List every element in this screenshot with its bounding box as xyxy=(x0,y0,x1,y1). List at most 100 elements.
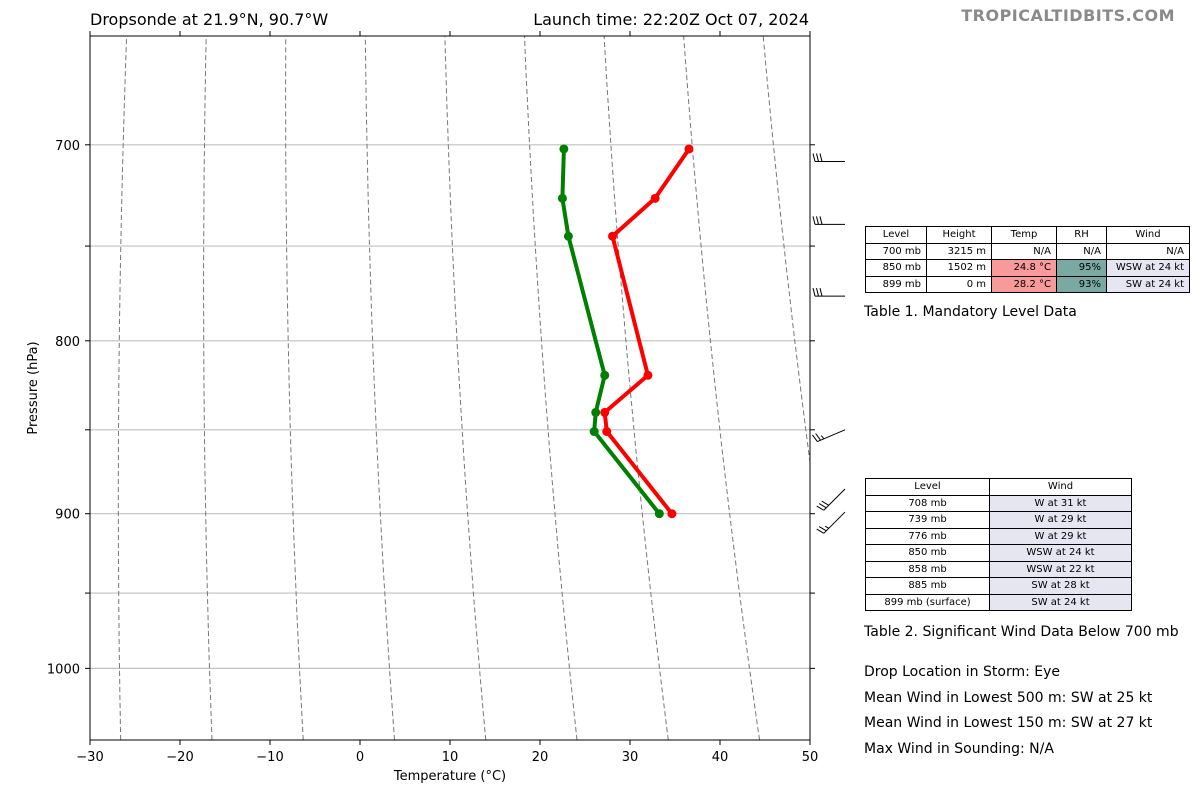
skew-t-chart: −30 −20 −10 0 10 20 30 40 50 700 800 900 1000 Temper… xyxy=(26,31,846,784)
x-tick-label: 30 xyxy=(622,750,639,765)
table-cell-level: 850 mb xyxy=(865,259,927,277)
table-cell-level: 899 mb (surface) xyxy=(865,593,990,611)
table-header-cell: RH xyxy=(1056,226,1107,244)
x-tick-label: 0 xyxy=(356,750,364,765)
wind-barb-staff xyxy=(823,511,846,534)
table-header-row: Level Height Temp RH Wind xyxy=(865,226,1190,244)
wind-barb xyxy=(816,488,846,511)
profile-point-0 xyxy=(602,427,612,437)
x-tick-label: 50 xyxy=(802,750,819,765)
table-cell-wind: SW at 28 kt xyxy=(989,577,1132,595)
table-cell-wind: W at 29 kt xyxy=(989,511,1132,529)
profile-point-1 xyxy=(559,144,569,154)
mean-wind-150m-text: Mean Wind in Lowest 150 m: SW at 27 kt xyxy=(864,715,1153,731)
x-tick-label: −20 xyxy=(166,750,193,765)
table-header-cell: Height xyxy=(926,226,992,244)
y-axis-label: Pressure (hPa) xyxy=(26,341,41,434)
dry-adiabats xyxy=(117,36,810,740)
site-watermark: TROPICALTIDBITS.COM xyxy=(961,6,1175,25)
profile-point-0 xyxy=(667,509,677,519)
table-header-cell: Temp xyxy=(991,226,1057,244)
table-row: 899 mb 0 m 28.2 °C 93% SW at 24 kt xyxy=(865,275,1190,293)
wind-barb-staff xyxy=(823,488,846,511)
wind-barb-flag xyxy=(812,216,816,225)
table2-caption: Table 2. Significant Wind Data Below 700… xyxy=(864,624,1179,640)
table-cell-wind: WSW at 24 kt xyxy=(1106,259,1190,277)
wind-barb-flag xyxy=(816,153,819,162)
plot-frame xyxy=(89,35,811,741)
table-cell-rh: N/A xyxy=(1056,242,1107,260)
wind-barb-half-flag xyxy=(820,435,825,440)
sounding-profiles xyxy=(557,144,694,519)
wind-barb xyxy=(816,511,846,534)
wind-barb-flag xyxy=(819,153,823,162)
dry-adiabat-40 xyxy=(683,36,761,740)
table-row: 739 mb W at 29 kt xyxy=(865,511,1132,529)
y-tick-label: 1000 xyxy=(47,662,80,677)
profile-point-1 xyxy=(591,407,601,417)
profile-point-1 xyxy=(600,370,610,380)
table-cell-rh: 95% xyxy=(1056,259,1107,277)
dry-adiabat--20 xyxy=(203,36,213,740)
dry-adiabat-0 xyxy=(364,36,395,740)
table-row: 850 mb WSW at 24 kt xyxy=(865,544,1132,562)
dry-adiabat-20 xyxy=(524,36,578,740)
table-cell-wind: N/A xyxy=(1106,242,1190,260)
dry-adiabat-50 xyxy=(762,36,810,466)
table-row: 899 mb (surface) SW at 24 kt xyxy=(865,593,1132,611)
profile-point-0 xyxy=(643,370,653,380)
drop-location-text: Drop Location in Storm: Eye xyxy=(864,664,1061,680)
table-cell-level: 899 mb xyxy=(865,275,927,293)
wind-barb-flag xyxy=(812,434,818,442)
chart-title-location: Dropsonde at 21.9°N, 90.7°W xyxy=(90,10,329,29)
table-cell-height: 1502 m xyxy=(926,259,992,277)
table-row: 858 mb WSW at 22 kt xyxy=(865,560,1132,578)
table1-caption: Table 1. Mandatory Level Data xyxy=(864,304,1077,320)
profile-point-1 xyxy=(589,427,599,437)
profile-point-0 xyxy=(608,231,618,241)
profile-point-1 xyxy=(557,193,567,203)
table-cell-wind: WSW at 22 kt xyxy=(989,560,1132,578)
wind-barb-flag xyxy=(816,216,819,225)
x-tick-label: 10 xyxy=(442,750,459,765)
table-cell-level: 776 mb xyxy=(865,527,990,545)
x-tick-label: −10 xyxy=(256,750,283,765)
y-tick-label: 900 xyxy=(55,508,80,523)
table-row: 776 mb W at 29 kt xyxy=(865,527,1132,545)
max-wind-text: Max Wind in Sounding: N/A xyxy=(864,741,1054,757)
wind-barb xyxy=(812,153,845,162)
table-cell-rh: 93% xyxy=(1056,275,1107,293)
chart-title-launch-time: Launch time: 22:20Z Oct 07, 2024 xyxy=(533,10,809,29)
table-cell-wind: W at 29 kt xyxy=(989,527,1132,545)
table-header-cell: Level xyxy=(865,478,990,496)
mean-wind-500m-text: Mean Wind in Lowest 500 m: SW at 25 kt xyxy=(864,690,1153,706)
wind-barb-flag xyxy=(812,153,816,162)
table-row: 885 mb SW at 28 kt xyxy=(865,577,1132,595)
table-cell-level: 850 mb xyxy=(865,544,990,562)
table-cell-wind: SW at 24 kt xyxy=(989,593,1132,611)
wind-barb xyxy=(812,429,846,442)
wind-barb-flag xyxy=(819,287,823,297)
table-header-row: Level Wind xyxy=(865,478,1132,496)
dry-adiabat--10 xyxy=(285,36,304,740)
wind-barb-flag xyxy=(816,287,819,297)
table-cell-wind: WSW at 24 kt xyxy=(989,544,1132,562)
y-tick-label: 700 xyxy=(55,139,80,154)
table-header-cell: Wind xyxy=(989,478,1132,496)
wind-barb-flag xyxy=(818,503,827,509)
significant-wind-table: Level Wind 708 mb W at 31 kt 739 mb W at 29 k… xyxy=(865,478,1132,611)
table-row: 700 mb 3215 m N/A N/A N/A xyxy=(865,242,1190,260)
table-cell-level: 739 mb xyxy=(865,511,990,529)
table-row: 850 mb 1502 m 24.8 °C 95% WSW at 24 kt xyxy=(865,259,1190,277)
dry-adiabat-10 xyxy=(444,36,487,740)
x-tick-label: −30 xyxy=(76,750,103,765)
dry-adiabat--30 xyxy=(117,36,128,740)
wind-barb-flag xyxy=(818,526,827,532)
table-cell-temp: 28.2 °C xyxy=(991,275,1057,293)
x-axis-label: Temperature (°C) xyxy=(393,769,506,784)
wind-barb-flag xyxy=(812,287,816,297)
table-cell-height: 0 m xyxy=(926,275,992,293)
wind-barb-flag xyxy=(821,500,829,506)
wind-barb-flag xyxy=(819,216,823,225)
y-tick-label: 800 xyxy=(55,335,80,350)
